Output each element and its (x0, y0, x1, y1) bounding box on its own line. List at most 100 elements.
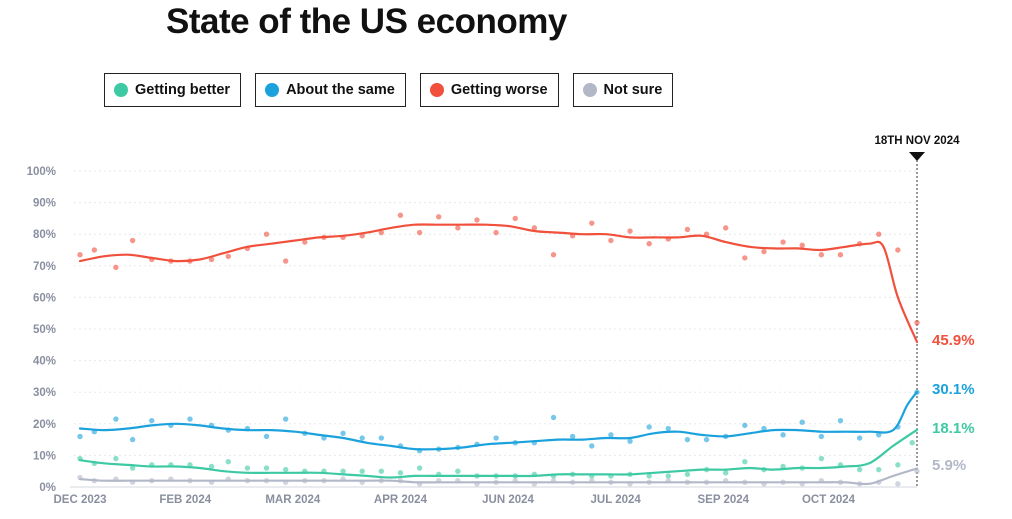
y-tick-label: 100% (27, 166, 56, 178)
data-point (895, 247, 901, 253)
data-point (493, 229, 499, 236)
data-point (627, 228, 633, 234)
data-point (416, 465, 423, 471)
data-point (608, 432, 614, 438)
end-value-label: 30.1% (932, 381, 975, 398)
x-tick-label: MAR 2024 (265, 494, 321, 506)
data-point (550, 252, 557, 258)
data-point (627, 438, 633, 444)
legend-label-not-sure: Not sure (603, 82, 663, 98)
data-point (359, 435, 365, 441)
y-tick-label: 90% (33, 198, 56, 210)
data-point (149, 417, 155, 424)
legend-swatch-about-the-same (265, 83, 280, 97)
x-tick-label: APR 2024 (374, 494, 428, 506)
series-about-the-same: 30.1% (77, 381, 975, 454)
data-point (837, 417, 844, 424)
data-point (225, 459, 231, 465)
data-point (722, 225, 729, 231)
data-point (646, 473, 652, 479)
data-point (302, 239, 308, 245)
data-point (263, 231, 270, 237)
data-point (129, 465, 136, 471)
chart-title: State of the US economy (166, 2, 567, 41)
data-point (914, 319, 920, 326)
legend-label-about-the-same: About the same (286, 82, 395, 98)
data-point (665, 425, 671, 432)
data-point (436, 214, 442, 220)
data-point (818, 433, 825, 440)
legend-item-getting-worse[interactable]: Getting worse (419, 73, 559, 107)
data-point (225, 253, 231, 260)
series-not-sure: 5.9% (77, 457, 966, 487)
legend-swatch-getting-better (114, 83, 128, 97)
y-tick-label: 0% (39, 482, 56, 494)
data-point (703, 436, 710, 443)
data-point (244, 465, 251, 471)
data-point (876, 466, 882, 473)
data-point (474, 217, 480, 223)
data-point (208, 463, 215, 470)
legend-label-getting-worse: Getting worse (450, 82, 548, 98)
data-point (909, 440, 915, 446)
data-point (569, 433, 576, 440)
data-point (780, 432, 786, 438)
x-tick-label: JUN 2024 (482, 494, 534, 506)
data-point (77, 433, 83, 440)
data-point (77, 252, 83, 258)
data-point (550, 414, 557, 421)
data-point (129, 436, 136, 443)
y-tick-label: 70% (33, 261, 56, 273)
series-line (78, 223, 919, 344)
date-marker-label: 18TH NOV 2024 (874, 135, 960, 147)
data-point (187, 416, 193, 422)
data-point (589, 220, 595, 226)
legend-swatch-getting-worse (429, 83, 444, 97)
data-point (684, 436, 691, 443)
legend-item-not-sure[interactable]: Not sure (572, 73, 674, 107)
data-point (282, 466, 289, 473)
x-tick-label: OCT 2024 (802, 494, 856, 506)
end-value-label: 45.9% (932, 332, 975, 349)
end-value-label: 5.9% (932, 457, 966, 474)
y-tick-label: 60% (33, 292, 56, 304)
series-line (78, 467, 919, 486)
data-point (589, 443, 595, 449)
data-point (91, 247, 98, 253)
data-point (780, 239, 786, 245)
data-point (455, 468, 461, 474)
date-marker-triangle (909, 152, 925, 161)
data-point (646, 424, 652, 430)
data-point (818, 455, 825, 462)
y-tick-label: 30% (33, 387, 56, 399)
y-tick-label: 50% (33, 324, 56, 336)
data-point (856, 466, 863, 473)
data-point (378, 229, 385, 236)
data-point (761, 248, 767, 255)
data-point (665, 473, 671, 479)
series-getting-better: 18.1% (77, 420, 975, 479)
data-point (895, 481, 901, 487)
data-point (455, 225, 461, 231)
data-point (799, 419, 805, 425)
series-getting-worse: 45.9% (77, 212, 975, 349)
data-point (895, 462, 901, 468)
data-point (837, 252, 844, 258)
legend-item-getting-better[interactable]: Getting better (104, 73, 242, 107)
data-point (113, 264, 119, 271)
data-point (876, 231, 882, 237)
data-point (378, 435, 385, 441)
y-tick-label: 80% (33, 229, 56, 241)
series-line (78, 428, 919, 479)
legend-item-about-the-same[interactable]: About the same (255, 73, 406, 107)
chart-legend: Getting better About the same Getting wo… (104, 73, 674, 107)
data-point (780, 463, 786, 470)
data-point (742, 459, 748, 465)
data-point (340, 468, 346, 474)
data-point (818, 252, 825, 258)
y-tick-label: 10% (33, 450, 56, 462)
data-point (263, 433, 270, 440)
data-point (416, 229, 423, 236)
data-point (646, 240, 652, 247)
